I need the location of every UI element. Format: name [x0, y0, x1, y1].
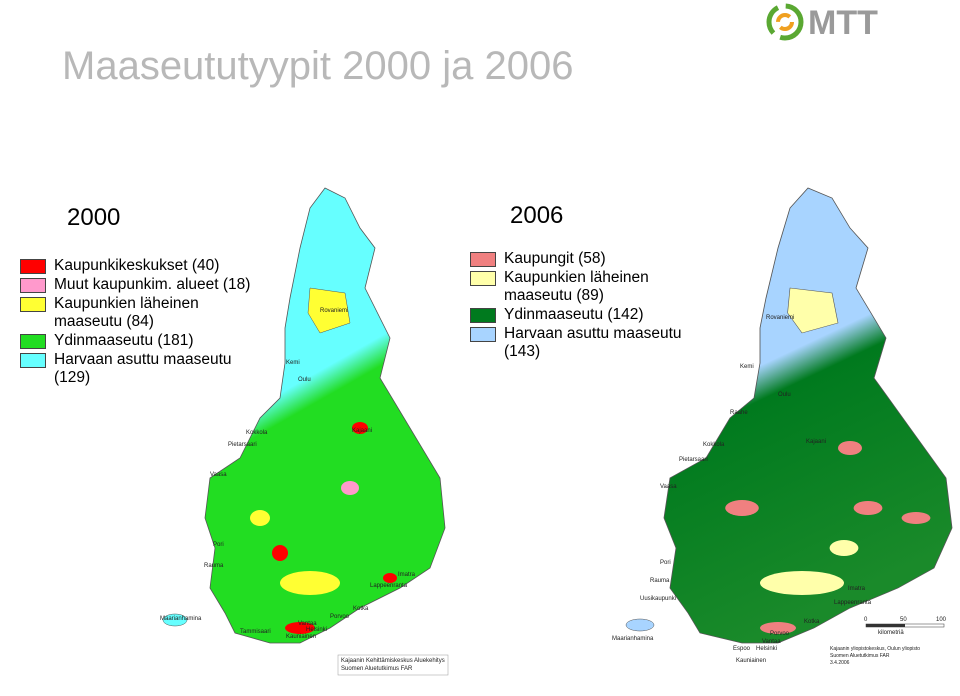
place-label: Pietarsaari [679, 457, 708, 463]
legend-label: Muut kaupunkim. alueet (18) [54, 276, 251, 293]
legend-swatch [20, 297, 46, 312]
place-label: Kauniainen [286, 634, 316, 640]
place-label: Kajaani [806, 439, 826, 445]
place-label: Helsinki [306, 627, 327, 633]
place-label: Oulu [778, 392, 791, 398]
place-label: Rovaniemi [320, 308, 348, 314]
place-label: Imatra [848, 586, 866, 592]
place-label: Kokkola [703, 442, 725, 448]
place-label: Pori [213, 542, 224, 548]
credit: Kajaanin Kehittämiskeskus Aluekehitys [341, 658, 445, 664]
legend-swatch [470, 252, 496, 267]
place-label: Maarianhamina [612, 636, 654, 642]
place-label: Helsinki [756, 646, 777, 652]
place-label: Rauma [650, 578, 670, 584]
place-label: Oulu [298, 377, 311, 383]
legend: Kaupungit (58) Kaupunkien läheinen maaseu… [470, 250, 719, 362]
place-label: Lappeenranta [834, 600, 872, 606]
legend-item: Kaupungit (58) [470, 250, 719, 268]
credit: 3.4.2006 [830, 660, 850, 666]
logo: MTT [766, 3, 878, 42]
legend-swatch [20, 334, 46, 349]
legend-item: Ydinmaaseutu (181) [20, 332, 269, 350]
legend: Kaupunkikeskukset (40) Muut kaupunkim. al… [20, 257, 269, 388]
map-2006 [663, 187, 953, 644]
place-label: Kotka [353, 606, 369, 612]
scale-label: 100 [936, 617, 947, 623]
logo-text: MTT [808, 4, 878, 42]
place-label: Kokkola [246, 430, 268, 436]
legend-swatch [470, 271, 496, 286]
credit: Suomen Aluetutkimus FAR [341, 666, 413, 672]
place-label: Kajaani [352, 428, 372, 434]
place-label: Pori [660, 560, 671, 566]
credit: Kajaanin yliopistokeskus, Oulun yliopist… [830, 646, 920, 652]
year: 2000 [67, 204, 121, 231]
legend-label: Ydinmaaseutu (142) [504, 306, 644, 323]
legend-swatch [20, 259, 46, 274]
legend-item: Kaupunkikeskukset (40) [20, 257, 269, 275]
aland-2000 [162, 613, 188, 627]
year: 2006 [510, 202, 564, 229]
scale-bar: 0 50 100 kilometriä [864, 617, 947, 636]
place-label: Vantaa [762, 639, 781, 645]
place-label: Vantaa [298, 621, 317, 627]
place-label: Uusikaupunki [640, 596, 676, 602]
place-label: Espoo [733, 646, 751, 652]
map-2000 [204, 187, 446, 644]
place-label: Rovaniemi [766, 315, 794, 321]
legend-item: Harvaan asuttu maaseutu (129) [20, 351, 269, 387]
legend-label: Harvaan asuttu maaseutu (143) [504, 325, 682, 360]
legend-swatch [470, 327, 496, 342]
place-label: Imatra [398, 572, 416, 578]
aland-2006 [625, 618, 655, 632]
place-label: Kemi [740, 364, 754, 370]
legend-item: Harvaan asuttu maaseutu (143) [470, 325, 719, 361]
scale-label: kilometriä [878, 630, 904, 636]
place-label: Pietarsaari [228, 442, 257, 448]
legend-label: Kaupunkien läheinen maaseutu (89) [504, 269, 649, 304]
legend-item: Muut kaupunkim. alueet (18) [20, 276, 269, 294]
place-label: Tammisaari [240, 629, 271, 635]
scale-label: 50 [900, 617, 907, 623]
place-label: Rauma [204, 563, 224, 569]
credits: Kajaanin Kehittämiskeskus Aluekehitys Su… [337, 646, 920, 676]
place-label: Kemi [286, 360, 300, 366]
legend-swatch [20, 278, 46, 293]
place-label: Porvoo [770, 631, 790, 637]
place-label: Kotka [804, 619, 820, 625]
scale-label: 0 [864, 617, 868, 623]
legend-item: Ydinmaaseutu (142) [470, 306, 719, 324]
legend-item: Kaupunkien läheinen maaseutu (84) [20, 295, 269, 331]
place-label: Maarianhamina [160, 616, 202, 622]
legend-swatch [470, 308, 496, 323]
place-labels-2000: Rovaniemi Kemi Oulu Kokkola Pietarsaari … [160, 308, 416, 640]
legend-item: Kaupunkien läheinen maaseutu (89) [470, 269, 719, 305]
legend-swatch [20, 353, 46, 368]
place-label: Raahe [730, 410, 748, 416]
place-label: Vaasa [660, 484, 677, 490]
legend-label: Kaupunkikeskukset (40) [54, 257, 220, 274]
place-label: Kauniainen [736, 658, 766, 664]
credit: Suomen Aluetutkimus FAR [830, 653, 890, 659]
place-label: Porvoo [330, 614, 350, 620]
title: Maaseututyypit 2000 ja 2006 [62, 44, 574, 88]
legend-label: Harvaan asuttu maaseutu (129) [54, 351, 232, 386]
place-label: Lappeenranta [370, 583, 408, 589]
place-label: Vaasa [210, 472, 227, 478]
place-labels-2006: Rovaniemi Kemi Oulu Raahe Kokkola Pietar… [612, 315, 872, 664]
legend-label: Kaupungit (58) [504, 250, 606, 267]
legend-label: Kaupunkien läheinen maaseutu (84) [54, 295, 199, 330]
legend-label: Ydinmaaseutu (181) [54, 332, 194, 349]
